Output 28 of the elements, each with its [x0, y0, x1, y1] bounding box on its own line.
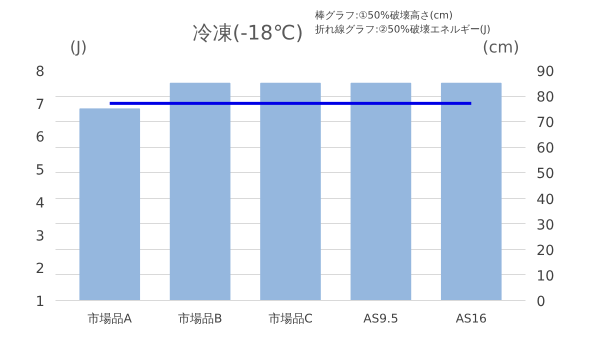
y2-axis-title: (cm): [482, 38, 520, 56]
y2-tick-label: 70: [536, 115, 554, 132]
text: 棒グラフ:①50%破壊高さ(cm): [315, 10, 453, 22]
y-tick-label: 8: [36, 64, 45, 80]
x-tick-label: 市場品A: [88, 312, 133, 326]
x-tick-label: AS9.5: [363, 312, 398, 326]
y2-tick-label: 60: [536, 140, 554, 157]
y2-tick-label: 0: [536, 294, 546, 310]
y2-tick-label: 90: [536, 64, 554, 80]
y-tick-label: 6: [36, 130, 45, 146]
y-axis-title: (J): [70, 38, 88, 56]
y2-tick-label: 80: [536, 90, 554, 106]
y-tick-label: 1: [36, 294, 45, 310]
chart-title: 冷凍(-18℃): [192, 20, 304, 44]
y2-tick-label: 10: [536, 268, 554, 284]
y-tick-label: 7: [36, 96, 45, 113]
text: 折れ線グラフ:②50%破壊エネルギー(J): [315, 24, 491, 36]
y-tick-label: 5: [36, 162, 45, 179]
y-tick-label: 3: [36, 228, 45, 244]
x-tick-label: 市場品B: [178, 312, 222, 326]
y-tick-label: 4: [36, 195, 45, 212]
x-tick-label: 市場品C: [268, 312, 313, 326]
y2-tick-label: 30: [536, 217, 554, 234]
y2-tick-label: 40: [536, 192, 554, 208]
y2-tick-label: 50: [536, 166, 554, 182]
x-tick-label: AS16: [456, 312, 487, 326]
y-tick-label: 2: [36, 261, 45, 278]
y2-tick-label: 20: [536, 242, 554, 259]
